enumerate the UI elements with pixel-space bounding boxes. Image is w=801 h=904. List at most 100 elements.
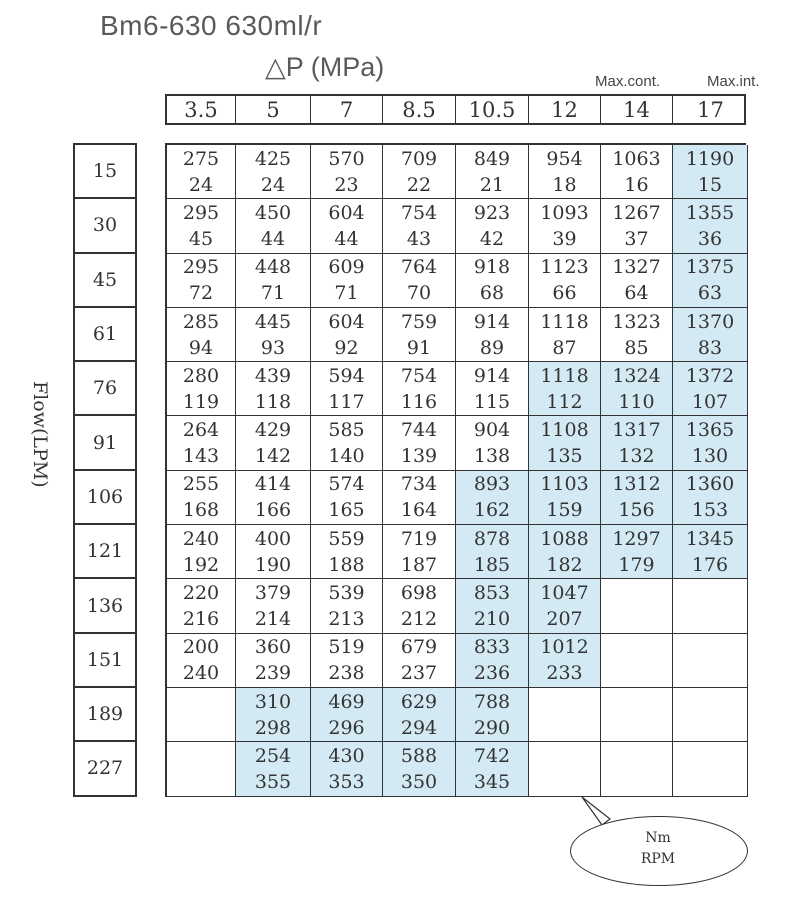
torque-value: 849: [473, 147, 511, 170]
flow-value-cell: 227: [75, 742, 135, 797]
table-cell: 1093 39: [529, 199, 601, 254]
torque-value: 754: [400, 201, 438, 224]
torque-value: 264: [182, 419, 220, 442]
pressure-header-cell: 10.5: [456, 96, 529, 123]
torque-value: 1370: [685, 310, 735, 333]
table-cell: 469 296: [311, 687, 383, 743]
torque-value: 1093: [540, 201, 589, 224]
torque-value: 295: [182, 201, 220, 224]
table-cell: 609 71: [311, 253, 383, 308]
speed-value: 296: [328, 716, 365, 739]
speed-value: 238: [328, 662, 365, 685]
torque-value: 439: [254, 364, 292, 387]
speed-value: 214: [254, 608, 292, 631]
table-row: 255 168 414 166 574 165 734 164 893 162 1103 159 131…: [167, 470, 748, 526]
table-cell: 574 165: [311, 470, 383, 526]
table-cell: 833 236: [456, 633, 529, 688]
max-cont-label: Max.cont.: [595, 73, 661, 90]
torque-value: 430: [328, 744, 365, 767]
speed-value: 72: [188, 282, 214, 305]
pressure-header-cell: 17: [697, 97, 724, 122]
speed-value: 71: [334, 282, 359, 305]
speed-value: 153: [691, 499, 729, 522]
speed-value: 39: [552, 227, 577, 250]
speed-value: 44: [334, 227, 359, 250]
table-cell: 742 345: [456, 742, 529, 797]
table-cell: 1118 112: [529, 362, 601, 417]
table-row: 254 355 430 353 588 350 742 345: [167, 742, 748, 797]
torque-value: 1088: [540, 527, 589, 550]
speed-value: 43: [406, 227, 432, 250]
table-cell: 360 239: [236, 633, 311, 688]
torque-value: 570: [328, 147, 365, 170]
speed-value: 91: [406, 336, 432, 359]
speed-value: 71: [260, 282, 286, 305]
speed-value: 63: [697, 282, 723, 305]
table-cell: 200 240: [167, 633, 236, 688]
table-cell: 1063 16: [601, 145, 673, 200]
speed-value: 216: [182, 608, 220, 631]
speed-value: 83: [697, 336, 723, 359]
table-cell: 240 192: [167, 525, 236, 580]
torque-value: 255: [182, 473, 220, 496]
table-cell: 1047 207: [529, 579, 601, 634]
speed-value: 68: [479, 282, 505, 305]
table-cell: 594 117: [311, 362, 383, 417]
torque-value: 1345: [685, 527, 735, 550]
pressure-header-cell: 5: [236, 96, 311, 123]
table-row: 200 240 360 239 519 238 679 237 833 236 1012 233: [167, 633, 748, 688]
table-cell: 254 355: [236, 742, 311, 797]
table-cell: 1118 87: [529, 307, 601, 363]
torque-value: 1108: [540, 419, 589, 442]
table-cell: 904 138: [456, 416, 529, 471]
torque-value: 450: [254, 201, 292, 224]
speed-value: 176: [691, 553, 729, 576]
torque-value: 445: [254, 310, 292, 333]
speed-value: 64: [624, 282, 649, 305]
speed-value: 24: [188, 173, 214, 196]
table-cell: 280 119: [167, 362, 236, 417]
torque-value: 519: [328, 636, 365, 659]
table-cell: 264 143: [167, 416, 236, 471]
speed-value: 66: [552, 282, 577, 305]
table-cell: 519 238: [311, 633, 383, 688]
torque-value: 400: [254, 527, 292, 550]
torque-value: 1355: [685, 201, 735, 224]
table-cell: 310 298: [236, 687, 311, 743]
speed-value: 207: [546, 608, 583, 631]
table-cell: 400 190: [236, 525, 311, 580]
speed-value: 233: [546, 662, 583, 685]
table-cell: 923 42: [456, 199, 529, 254]
table-cell: 1360 153: [673, 470, 748, 526]
speed-value: 139: [400, 445, 438, 468]
speed-value: 353: [328, 770, 365, 793]
table-cell: 220 216: [167, 579, 236, 634]
speed-value: 22: [406, 173, 432, 196]
torque-value: 1372: [685, 364, 735, 387]
table-cell: 425 24: [236, 145, 311, 200]
speed-value: 162: [473, 499, 511, 522]
speed-value: 294: [400, 716, 438, 739]
speed-value: 210: [473, 608, 511, 631]
table-cell: 379 214: [236, 579, 311, 634]
speed-value: 70: [406, 282, 432, 305]
torque-value: 429: [254, 419, 292, 442]
speed-value: 355: [254, 770, 292, 793]
table-cell: 629 294: [383, 687, 456, 743]
torque-value: 425: [254, 147, 292, 170]
speed-value: 107: [691, 390, 729, 413]
speed-value: 110: [618, 390, 655, 413]
torque-value: 448: [254, 256, 292, 279]
torque-value: 1267: [612, 201, 661, 224]
speed-value: 135: [546, 445, 583, 468]
table-cell: [167, 742, 236, 797]
torque-value: 295: [182, 256, 220, 279]
speed-value: 239: [254, 662, 292, 685]
torque-value: 918: [473, 256, 511, 279]
torque-value: 1103: [540, 473, 589, 496]
speed-value: 166: [254, 499, 292, 522]
table-cell: 1317 132: [601, 416, 673, 471]
torque-value: 469: [328, 690, 365, 713]
table-cell: 679 237: [383, 633, 456, 688]
speed-value: 94: [188, 336, 214, 359]
